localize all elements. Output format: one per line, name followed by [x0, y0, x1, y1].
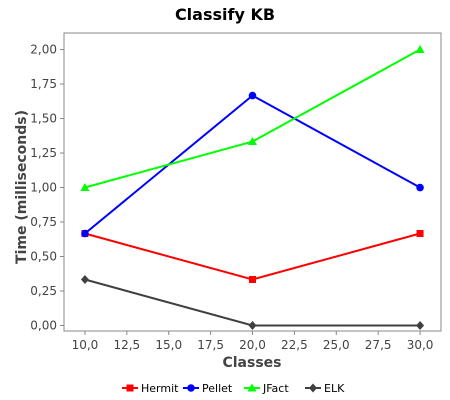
y-tick-label: 0,50: [30, 250, 57, 264]
legend-item-elk: ELK: [305, 382, 345, 395]
data-point-jfact: [248, 137, 257, 146]
x-tick-label: 17,5: [197, 338, 224, 352]
y-tick-label: 0,00: [30, 318, 57, 332]
x-tick-label: 20,0: [239, 338, 266, 352]
x-tick-label: 12,5: [113, 338, 140, 352]
data-point-hermit: [249, 275, 256, 283]
data-point-pellet: [248, 91, 257, 100]
y-axis-label: Time (milliseconds): [14, 110, 30, 264]
legend-item-jfact: JFact: [244, 382, 289, 395]
legend-swatch-marker: [187, 384, 195, 392]
y-tick-label: 2,00: [30, 43, 57, 57]
legend: Hermit Pellet JFact ELK: [122, 382, 345, 395]
chart-title: Classify KB: [175, 5, 275, 24]
x-tick-label: 22,5: [281, 338, 308, 352]
y-tick-label: 1,50: [30, 112, 57, 126]
data-point-jfact: [415, 45, 425, 54]
legend-swatch-marker: [309, 383, 317, 393]
legend-label: ELK: [324, 382, 345, 395]
plot-area: 0,00 0,25 0,50 0,75 1,00 1,25 1,50 1,75 2,00 10,0…: [30, 32, 442, 352]
x-tick-label: 30,0: [407, 338, 434, 352]
legend-label: Pellet: [202, 382, 233, 395]
legend-item-hermit: Hermit: [122, 382, 179, 395]
data-point-pellet: [81, 229, 89, 238]
x-tick-label: 27,5: [365, 338, 392, 352]
legend-swatch-marker: [247, 383, 257, 392]
y-tick-label: 0,25: [30, 284, 57, 298]
data-point-pellet: [416, 183, 424, 192]
data-point-jfact: [80, 183, 90, 192]
plot-frame: [63, 32, 442, 332]
y-tick-label: 0,75: [30, 215, 57, 229]
data-point-elk: [248, 320, 257, 330]
y-tick-label: 1,00: [30, 181, 57, 195]
legend-label: Hermit: [141, 382, 179, 395]
y-tick-label: 1,25: [30, 146, 57, 160]
data-point-hermit: [416, 230, 424, 238]
legend-item-pellet: Pellet: [183, 382, 233, 395]
x-axis-label: Classes: [222, 355, 281, 371]
x-tick-label: 25,0: [323, 338, 350, 352]
y-tick-label: 1,75: [30, 77, 57, 91]
legend-label: JFact: [262, 382, 289, 395]
legend-swatch-marker: [126, 384, 134, 392]
x-tick-label: 10,0: [72, 338, 99, 352]
data-point-elk: [80, 274, 89, 284]
x-tick-label: 15,0: [155, 338, 182, 352]
data-point-elk: [416, 320, 425, 330]
